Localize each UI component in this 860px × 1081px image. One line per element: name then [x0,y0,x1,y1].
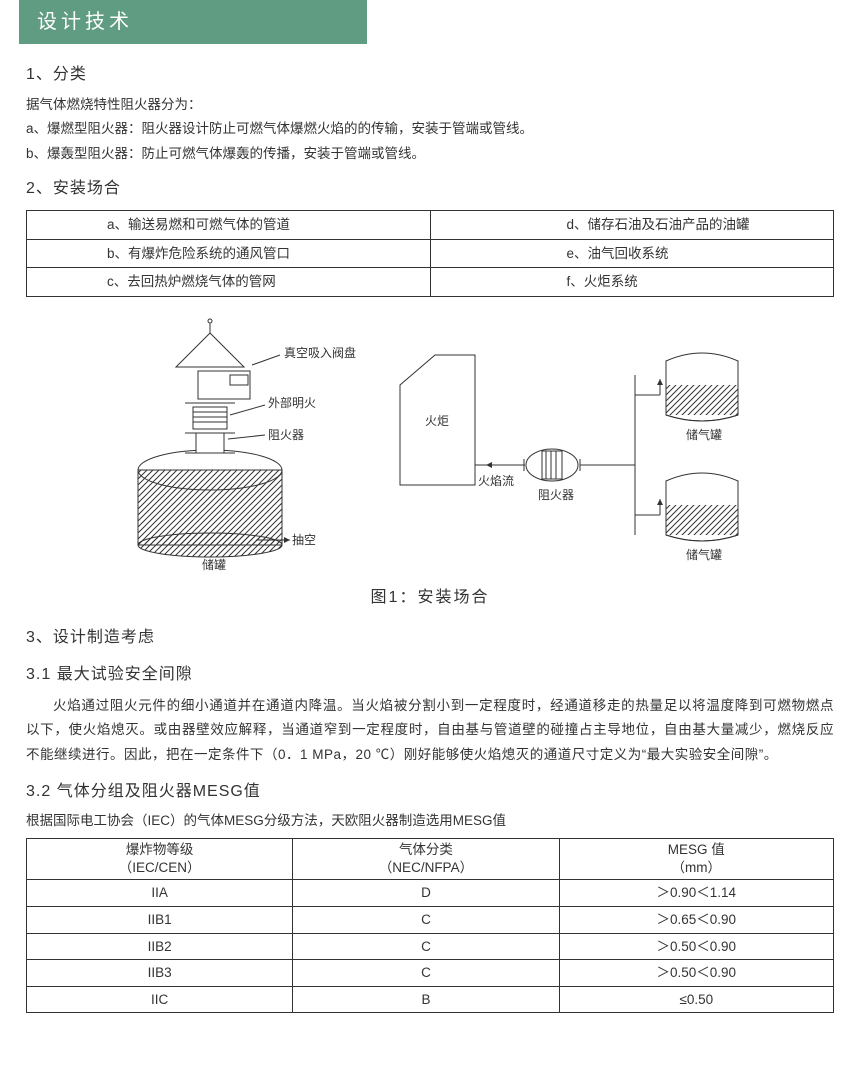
mesg-cell: ＞0.90＜1.14 [559,880,833,907]
header-line1: 气体分类 [399,842,453,857]
section3-1-title: 3.1 最大试验安全间隙 [26,662,834,688]
section1-line-a: a、爆燃型阻火器：阻火器设计防止可燃气体爆燃火焰的的传输，安装于管端或管线。 [26,118,834,140]
label-exhaust: 抽空 [292,533,316,547]
install-occasions-table: a、输送易燃和可燃气体的管道 d、储存石油及石油产品的油罐 b、有爆炸危险系统的… [26,210,834,297]
section3-2-intro: 根据国际电工协会（IEC）的气体MESG分级方法，天欧阻火器制造选用MESG值 [26,810,834,832]
label-storage-tank: 储罐 [202,557,226,572]
label-gas-tank-1: 储气罐 [686,427,722,442]
mesg-cell: IIB2 [27,933,293,960]
mesg-cell: C [293,960,559,987]
table-row: a、输送易燃和可燃气体的管道 d、储存石油及石油产品的油罐 [27,210,834,239]
label-gas-tank-2: 储气罐 [686,547,722,562]
section3-1-para: 火焰通过阻火元件的细小通道并在通道内降温。当火焰被分割小到一定程度时，经通道移走… [26,694,834,767]
mesg-cell: ＞0.50＜0.90 [559,933,833,960]
figure1-diagram: 储罐 抽空 真空吸入阀盘 外部明火 阻火器 火炬 火焰流 [26,315,834,581]
header-line1: 爆炸物等级 [126,842,194,857]
install-cell: c、去回热炉燃烧气体的管网 [27,268,431,297]
install-cell: d、储存石油及石油产品的油罐 [430,210,834,239]
mesg-cell: C [293,933,559,960]
mesg-header: 爆炸物等级 （IEC/CEN） [27,839,293,880]
install-cell: a、输送易燃和可燃气体的管道 [27,210,431,239]
mesg-cell: C [293,907,559,934]
mesg-header: MESG 值 （mm） [559,839,833,880]
mesg-cell: IIC [27,986,293,1013]
section3-2-title: 3.2 气体分组及阻火器MESG值 [26,779,834,805]
mesg-cell: ＞0.50＜0.90 [559,960,833,987]
install-cell: b、有爆炸危险系统的通风管口 [27,239,431,268]
section1-line-b: b、爆轰型阻火器：防止可燃气体爆轰的传播，安装于管端或管线。 [26,143,834,165]
table-row: IIB1 C ＞0.65＜0.90 [27,907,834,934]
table-row: IIB3 C ＞0.50＜0.90 [27,960,834,987]
section1-intro: 据气体燃烧特性阻火器分为： [26,94,834,116]
table-row: c、去回热炉燃烧气体的管网 f、火炬系统 [27,268,834,297]
mesg-table: 爆炸物等级 （IEC/CEN） 气体分类 （NEC/NFPA） MESG 值 （… [26,838,834,1013]
figure1-caption: 图1：安装场合 [26,585,834,611]
mesg-header: 气体分类 （NEC/NFPA） [293,839,559,880]
install-cell: e、油气回收系统 [430,239,834,268]
label-flare: 火炬 [425,414,449,428]
mesg-cell: B [293,986,559,1013]
install-cell: f、火炬系统 [430,268,834,297]
header-line2: （NEC/NFPA） [379,860,473,875]
section2-title: 2、安装场合 [26,176,834,202]
mesg-cell: IIA [27,880,293,907]
mesg-cell: ＞0.65＜0.90 [559,907,833,934]
header-line2: （mm） [672,860,722,875]
table-row: IIC B ≤0.50 [27,986,834,1013]
mesg-cell: ≤0.50 [559,986,833,1013]
table-header-row: 爆炸物等级 （IEC/CEN） 气体分类 （NEC/NFPA） MESG 值 （… [27,839,834,880]
mesg-cell: IIB3 [27,960,293,987]
page-header: 设计技术 [19,0,367,44]
label-open-fire: 外部明火 [268,395,316,410]
label-arrester: 阻火器 [268,428,304,442]
label-vacuum-valve: 真空吸入阀盘 [284,345,356,360]
table-row: IIB2 C ＞0.50＜0.90 [27,933,834,960]
section1-title: 1、分类 [26,62,834,88]
header-line2: （IEC/CEN） [119,860,201,875]
table-row: b、有爆炸危险系统的通风管口 e、油气回收系统 [27,239,834,268]
section3-title: 3、设计制造考虑 [26,625,834,651]
mesg-cell: D [293,880,559,907]
mesg-cell: IIB1 [27,907,293,934]
header-line1: MESG 值 [668,842,725,857]
label-arrester2: 阻火器 [538,488,574,502]
table-row: IIA D ＞0.90＜1.14 [27,880,834,907]
label-flame-flow: 火焰流 [478,473,514,488]
